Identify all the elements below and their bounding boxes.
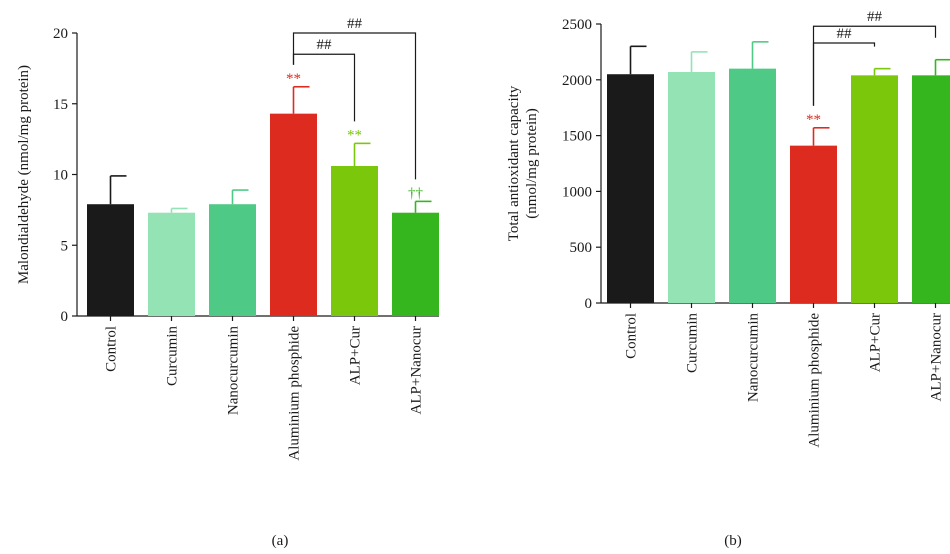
bracket-label: ## — [317, 37, 333, 53]
bar — [729, 68, 776, 303]
category-label: ALP+Nanocur — [409, 326, 425, 414]
y-tick-label: 10 — [53, 168, 68, 184]
category-label: ALP+Cur — [348, 326, 364, 385]
y-tick-label: 500 — [570, 240, 593, 256]
bar — [148, 212, 195, 316]
significance-marker: ** — [286, 71, 301, 87]
bar — [790, 145, 837, 303]
bracket-label: ## — [347, 16, 363, 32]
panel-label: (a) — [272, 533, 289, 549]
category-label: Control — [104, 326, 120, 372]
category-label: Aluminium phosphide — [807, 313, 823, 448]
y-axis-title: (nmol/mg protein) — [524, 108, 540, 218]
bar — [851, 75, 898, 303]
category-label: ALP+Nanocur — [929, 313, 945, 401]
category-label: Curcumin — [165, 326, 181, 386]
y-tick-label: 20 — [53, 26, 68, 42]
bar — [392, 212, 439, 316]
panel-b: 0 500 1000 1500 2000 2500 Total antioxidant ca… — [506, 9, 950, 549]
y-tick-label: 2500 — [562, 17, 592, 33]
category-label: Nanocurcumin — [746, 313, 762, 403]
category-label: Curcumin — [685, 313, 701, 373]
y-tick-label: 1500 — [562, 129, 592, 145]
bar — [668, 71, 715, 303]
panel-label: (b) — [724, 533, 742, 549]
category-label: Control — [624, 313, 640, 359]
bar — [331, 166, 378, 316]
comparison-bracket — [812, 25, 937, 106]
category-label: Aluminium phosphide — [287, 326, 303, 461]
y-tick-label: 0 — [61, 309, 69, 325]
panel-a: 0 5 10 15 20 Malondialdehyde (nmol/mg protein… — [16, 16, 439, 549]
bar — [912, 75, 950, 303]
category-label: ALP+Cur — [868, 313, 884, 372]
y-axis-title: Malondialdehyde (nmol/mg protein) — [16, 65, 32, 284]
bar — [209, 204, 256, 316]
comparison-bracket — [292, 32, 417, 180]
bar — [270, 113, 317, 316]
significance-marker: ** — [347, 127, 362, 143]
bar — [607, 74, 654, 303]
y-tick-label: 1000 — [562, 184, 592, 200]
y-tick-label: 5 — [61, 238, 69, 254]
comparison-bracket — [292, 53, 356, 122]
y-tick-label: 2000 — [562, 73, 592, 89]
y-tick-label: 0 — [585, 296, 593, 312]
y-tick-label: 15 — [53, 97, 68, 113]
y-axis-title: Total antioxidant capacity — [506, 85, 522, 241]
category-label: Nanocurcumin — [226, 326, 242, 416]
bar — [87, 204, 134, 316]
significance-marker: ** — [806, 112, 821, 128]
significance-marker: †† — [408, 185, 424, 201]
bracket-label: ## — [837, 26, 853, 42]
bracket-label: ## — [867, 9, 883, 25]
